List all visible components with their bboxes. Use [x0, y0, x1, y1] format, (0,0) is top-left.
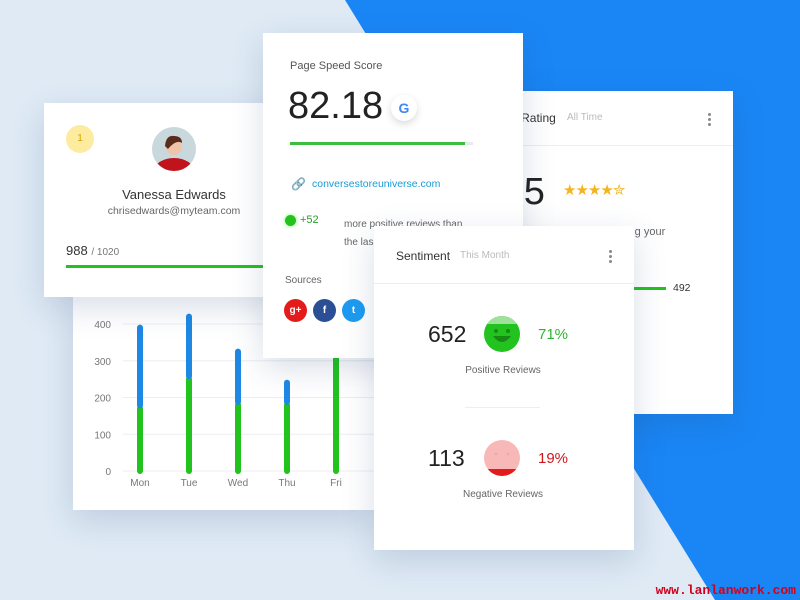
rating-bar-value: 492 — [673, 282, 691, 294]
positive-label: Positive Reviews — [465, 365, 541, 376]
positive-percent: 71% — [538, 326, 569, 343]
more-options-icon[interactable] — [609, 248, 613, 265]
facebook-icon[interactable]: f — [313, 299, 336, 322]
google-plus-icon[interactable]: g+ — [284, 299, 307, 322]
user-name: Vanessa Edwards — [122, 187, 226, 202]
positive-count: 652 — [428, 321, 467, 347]
positive-dot-icon — [285, 215, 296, 226]
rating-bar — [633, 287, 666, 290]
negative-label: Negative Reviews — [462, 489, 544, 500]
google-icon: G — [391, 95, 417, 121]
bar-chart: 0 100 200 300 400 Mon Tue Wed Thu Fri — [94, 313, 375, 489]
profile-card: 1 Vanessa Edwards chrisedwards@myteam.co… — [44, 103, 304, 297]
star-icon: ★ — [600, 182, 613, 199]
star-icon: ★ — [575, 182, 588, 199]
site-link[interactable]: conversestoreuniverse.com — [312, 178, 441, 190]
x-tick-label: Wed — [228, 478, 248, 489]
star-icon: ★ — [563, 182, 576, 199]
sentiment-title: Sentiment — [396, 249, 451, 263]
page-speed-score: 82.18 — [288, 85, 384, 127]
rating-period[interactable]: All Time — [567, 112, 603, 123]
user-email: chrisedwards@myteam.com — [107, 205, 241, 217]
x-tick-label: Mon — [130, 478, 149, 489]
sad-face-icon — [484, 440, 520, 476]
negative-percent: 19% — [538, 450, 569, 467]
x-tick-label: Tue — [181, 478, 198, 489]
y-tick-label: 0 — [105, 467, 111, 478]
page-speed-progress-bar — [290, 142, 473, 145]
divider — [374, 283, 634, 284]
twitter-icon[interactable]: t — [342, 299, 365, 322]
rank-badge: 1 — [66, 125, 94, 153]
star-rating: ★★★★✮ — [563, 181, 626, 199]
x-tick-label: Fri — [330, 478, 342, 489]
sentiment-period[interactable]: This Month — [460, 250, 510, 261]
bar-chart-card: 0 100 200 300 400 Mon Tue Wed Thu Fri — [73, 290, 375, 510]
sources-label: Sources — [285, 275, 322, 286]
negative-count: 113 — [428, 445, 465, 471]
score-progress-bar — [66, 265, 304, 268]
happy-face-icon — [484, 316, 520, 352]
delta-value: +52 — [300, 214, 319, 226]
star-icon: ★ — [587, 182, 601, 199]
delta-text: more positive reviews than the las — [344, 219, 463, 248]
more-options-icon[interactable] — [708, 111, 712, 128]
score-readout: 988 / 1020 — [66, 243, 119, 258]
sentiment-card: Sentiment This Month 652 71% Positive Re… — [374, 226, 634, 550]
divider — [450, 145, 733, 146]
y-tick-label: 300 — [94, 357, 111, 368]
score-total: / 1020 — [91, 247, 120, 258]
score-value: 988 — [66, 243, 88, 258]
page-speed-title: Page Speed Score — [290, 60, 383, 72]
y-tick-label: 400 — [94, 320, 111, 331]
y-tick-label: 100 — [94, 430, 111, 441]
watermark: www.lanlanwork.com — [655, 583, 796, 598]
x-tick-label: Thu — [278, 478, 295, 489]
half-star-icon: ✮ — [612, 182, 626, 199]
link-icon: 🔗 — [291, 177, 306, 191]
divider — [465, 407, 540, 408]
avatar[interactable] — [152, 127, 196, 171]
y-tick-label: 200 — [94, 394, 111, 405]
